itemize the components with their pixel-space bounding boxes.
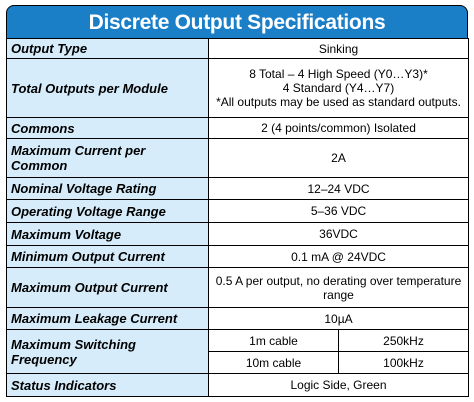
row-label: Output Type: [6, 38, 209, 59]
row-label: Maximum Output Current: [6, 267, 209, 308]
row-value: 2 (4 points/common) Isolated: [207, 117, 470, 139]
row-value: 1m cable: [208, 329, 339, 352]
row-value: 0.1 mA @ 24VDC: [207, 245, 470, 268]
value-line: 8 Total – 4 High Speed (Y0…Y3)*: [249, 67, 428, 81]
row-value: 250kHz: [337, 329, 470, 352]
row-label: Operating Voltage Range: [6, 199, 209, 223]
row-value: 5–36 VDC: [207, 199, 470, 223]
row-label: Maximum Leakage Current: [6, 307, 209, 330]
row-label: Commons: [6, 117, 209, 139]
row-label: Nominal Voltage Rating: [6, 177, 209, 200]
row: Total Outputs per Module 8 Total – 4 High…: [6, 58, 470, 118]
row: Operating Voltage Range 5–36 VDC: [6, 199, 470, 223]
value-line: *All outputs may be used as standard out…: [216, 95, 461, 109]
row: Maximum Current per Common 2A: [6, 138, 470, 178]
row: Maximum Switching Frequency 1m cable 250kH…: [6, 329, 470, 374]
row-value: 10µA: [207, 307, 470, 330]
row-value: 100kHz: [337, 351, 470, 374]
title: Discrete Output Specifications: [6, 5, 468, 38]
row: Output Type Sinking: [6, 38, 470, 59]
row-value: 36VDC: [207, 222, 470, 246]
row-value: Sinking: [207, 38, 470, 59]
row: Status Indicators Logic Side, Green: [6, 373, 470, 397]
spec-sheet: Discrete Output Specifications Output Ty…: [6, 5, 470, 397]
row-label: Minimum Output Current: [6, 245, 209, 268]
row-value: 10m cable: [208, 351, 339, 374]
spec-table: Output Type Sinking Total Outputs per Modu…: [6, 38, 470, 397]
row: Nominal Voltage Rating 12–24 VDC: [6, 177, 470, 200]
row-value: 0.5 A per output, no derating over tempe…: [207, 267, 470, 308]
row-label: Total Outputs per Module: [6, 58, 209, 118]
row: Minimum Output Current 0.1 mA @ 24VDC: [6, 245, 470, 268]
row-value: 8 Total – 4 High Speed (Y0…Y3)* 4 Standar…: [207, 58, 470, 118]
row: Maximum Leakage Current 10µA: [6, 307, 470, 330]
row-value: 2A: [207, 138, 470, 178]
row-label: Status Indicators: [6, 373, 209, 397]
row-label: Maximum Current per Common: [6, 138, 209, 178]
row-label: Maximum Switching Frequency: [6, 329, 209, 374]
row-value: 12–24 VDC: [207, 177, 470, 200]
row-value: Logic Side, Green: [207, 373, 470, 397]
row-label: Maximum Voltage: [6, 222, 209, 246]
row: Maximum Output Current 0.5 A per output, …: [6, 267, 470, 308]
row: Commons 2 (4 points/common) Isolated: [6, 117, 470, 139]
row: Maximum Voltage 36VDC: [6, 222, 470, 246]
value-line: 4 Standard (Y4…Y7): [282, 81, 395, 95]
